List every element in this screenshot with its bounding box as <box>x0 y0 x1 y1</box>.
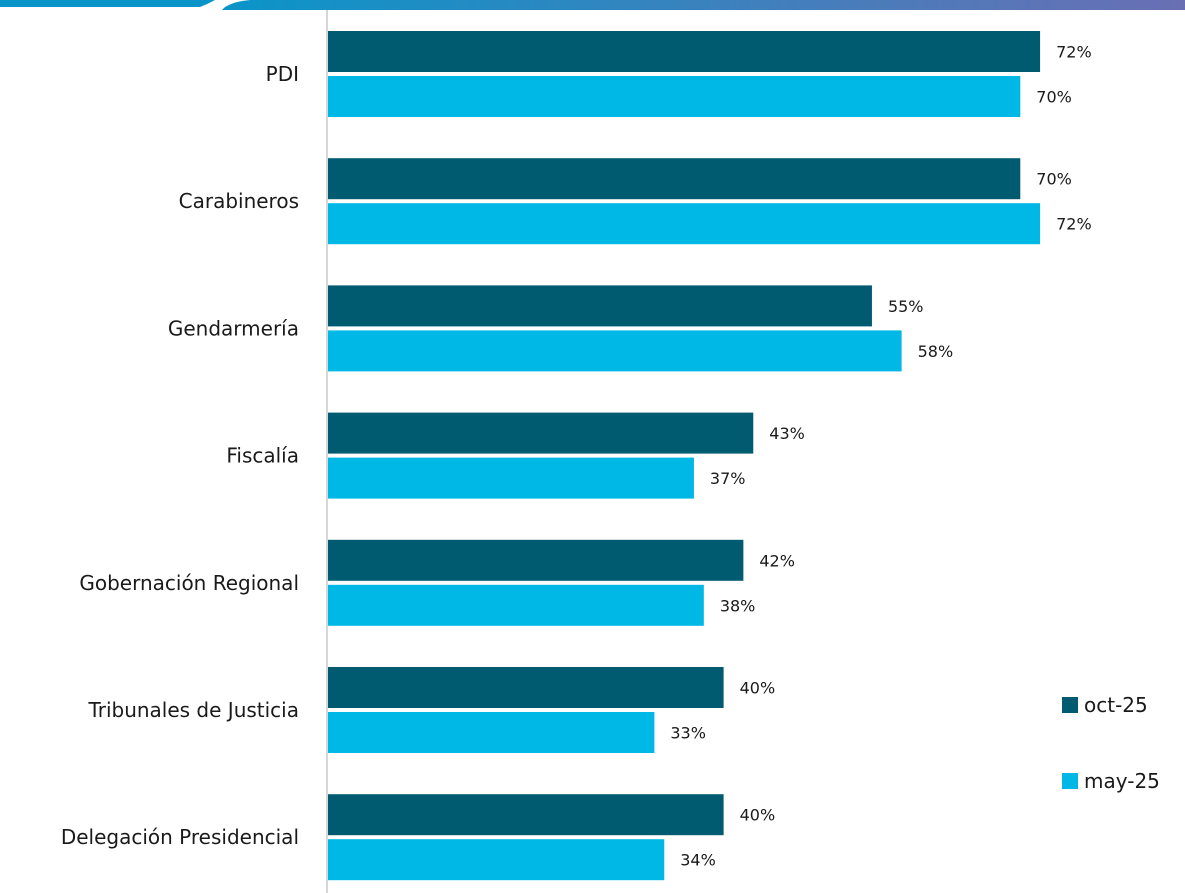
legend-label: may-25 <box>1084 769 1160 793</box>
category-label: Tribunales de Justicia <box>87 698 299 722</box>
data-label: 40% <box>740 806 776 825</box>
category-label: Carabineros <box>179 189 299 213</box>
data-label: 38% <box>720 596 756 615</box>
bar-oct-25-1 <box>328 158 1021 200</box>
legend-swatch <box>1062 697 1078 713</box>
category-label: Gobernación Regional <box>79 571 299 595</box>
data-label: 58% <box>918 342 954 361</box>
data-label: 55% <box>888 297 924 316</box>
bar-may-25-2 <box>328 330 902 372</box>
bar-oct-25-4 <box>328 539 744 581</box>
category-label: Gendarmería <box>168 316 299 340</box>
data-label: 37% <box>710 469 746 488</box>
bar-oct-25-5 <box>328 667 724 708</box>
data-label: 72% <box>1056 215 1092 234</box>
category-label: PDI <box>266 62 299 86</box>
bar-may-25-3 <box>328 457 694 499</box>
legend-swatch <box>1062 773 1078 789</box>
data-label: 34% <box>680 851 716 870</box>
data-label: 72% <box>1056 43 1092 62</box>
data-label: 40% <box>740 679 776 698</box>
bar-may-25-4 <box>328 584 704 626</box>
bar-oct-25-2 <box>328 285 872 327</box>
legend-item: oct-25 <box>1062 693 1148 717</box>
bar-oct-25-3 <box>328 412 754 454</box>
bar-may-25-0 <box>328 76 1021 117</box>
bar-may-25-5 <box>328 712 655 753</box>
data-label: 70% <box>1036 170 1072 189</box>
category-label: Delegación Presidencial <box>61 825 299 849</box>
data-label: 70% <box>1036 88 1072 107</box>
bar-oct-25-0 <box>328 31 1041 72</box>
data-label: 43% <box>769 424 805 443</box>
bar-oct-25-6 <box>328 794 724 836</box>
bar-may-25-1 <box>328 203 1041 245</box>
header-accent-band <box>0 0 1185 10</box>
bar-may-25-6 <box>328 839 665 881</box>
data-label: 42% <box>759 551 795 570</box>
legend-item: may-25 <box>1062 769 1160 793</box>
category-label: Fiscalía <box>226 444 299 468</box>
legend-label: oct-25 <box>1084 693 1148 717</box>
data-label: 33% <box>670 724 706 743</box>
